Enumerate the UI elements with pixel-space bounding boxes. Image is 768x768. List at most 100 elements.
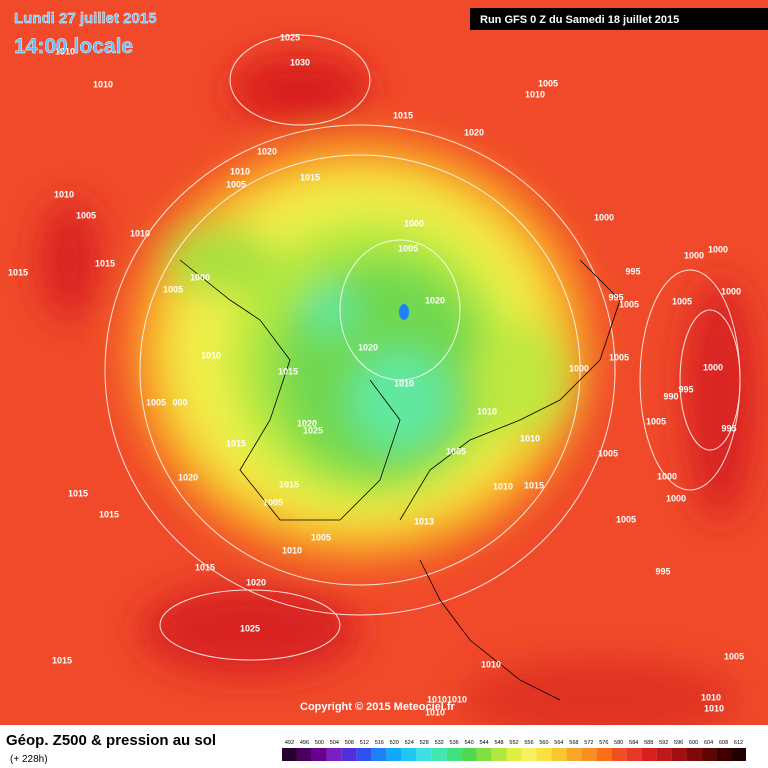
isobar-label: 995 <box>678 384 693 394</box>
isobar-label: 1010 <box>201 350 221 360</box>
isobar-label: 000 <box>172 397 187 407</box>
isobar-label: 1025 <box>303 425 323 435</box>
isobar-label: 1000 <box>684 250 704 260</box>
colorbar-label: 568 <box>569 740 578 746</box>
colorbar-swatch <box>416 748 432 761</box>
isobar-label: 995 <box>721 423 736 433</box>
colorbar-swatch <box>626 748 642 761</box>
isobar-label: 995 <box>608 292 623 302</box>
colorbar-swatch <box>641 748 657 761</box>
isobar-label: 1005 <box>724 651 744 661</box>
isobar-label: 1010 <box>481 659 501 669</box>
isobar-label: 1020 <box>425 295 445 305</box>
z500-field <box>0 0 768 740</box>
colorbar-swatch <box>506 748 522 761</box>
isobar-label: 1000 <box>594 212 614 222</box>
isobar-label: 1015 <box>8 267 28 277</box>
isobar-label-group: 1025 1030 1010 1010 1005 1010 1015 1020 1020 1010… <box>8 32 744 717</box>
colorbar-label: 572 <box>584 740 593 746</box>
isobar-label: 1000 <box>703 362 723 372</box>
colorbar-label: 524 <box>405 740 414 746</box>
isobar-label: 1015 <box>68 488 88 498</box>
isobar-label: 1015 <box>195 562 215 572</box>
isobar-label: 1005 <box>609 352 629 362</box>
colorbar-label: 592 <box>659 740 668 746</box>
colorbar-swatch <box>446 748 462 761</box>
colorbar-label: 556 <box>524 740 533 746</box>
colorbar-label: 608 <box>719 740 728 746</box>
colorbar-swatch <box>356 748 372 761</box>
colorbar-swatch <box>656 748 672 761</box>
isobar-label: 1005 <box>226 179 246 189</box>
isobar-label: 1005 <box>616 514 636 524</box>
colorbar-label: 552 <box>509 740 518 746</box>
isobar-label: 1010 <box>427 694 447 704</box>
colorbar-label: 520 <box>390 740 399 746</box>
colorbar-swatch <box>401 748 417 761</box>
isobar-label: 1005 <box>538 78 558 88</box>
colorbar-swatch <box>701 748 717 761</box>
isobar-label: 1010 <box>54 189 74 199</box>
isobar-label: 1015 <box>226 438 246 448</box>
colorbar-label: 532 <box>435 740 444 746</box>
colorbar-swatch <box>491 748 507 761</box>
colorbar: 492 496 500 504 508 512 516 520 524 528 532 536 540 5… <box>282 740 746 761</box>
isobar-label: 1015 <box>278 366 298 376</box>
isobar-label: 1005 <box>446 446 466 456</box>
isobar-label: 1025 <box>240 623 260 633</box>
isobar-label: 995 <box>655 566 670 576</box>
colorbar-swatch <box>431 748 447 761</box>
isobar-label: 1010 <box>230 166 250 176</box>
isobars <box>104 34 741 661</box>
colorbar-label: 496 <box>300 740 309 746</box>
isobar-label: 1020 <box>178 472 198 482</box>
isobar-label: 1005 <box>311 532 331 542</box>
colorbar-swatch <box>566 748 582 761</box>
isobar-label: 1010 <box>701 692 721 702</box>
colorbar-label: 600 <box>689 740 698 746</box>
colorbar-label: 588 <box>644 740 653 746</box>
colorbar-swatch <box>716 748 732 761</box>
colorbar-label: 540 <box>465 740 474 746</box>
isobar-label: 1000 <box>190 272 210 282</box>
colorbar-swatch <box>521 748 537 761</box>
isobar-label: 1020 <box>297 418 317 428</box>
colorbar-label: 580 <box>614 740 623 746</box>
isobar-label: 1010 <box>477 406 497 416</box>
colorbar-swatch <box>371 748 387 761</box>
footer-subtitle: (+ 228h) <box>10 754 48 765</box>
isobar-label: 1010 <box>55 46 75 56</box>
colorbar-swatch <box>581 748 597 761</box>
isobar-label: 1010 <box>394 378 414 388</box>
colorbar-label: 564 <box>554 740 563 746</box>
footer-title: Géop. Z500 & pression au sol <box>6 732 216 749</box>
isobar-label: 1005 <box>398 243 418 253</box>
isobar-label: 1005 <box>672 296 692 306</box>
isobar-label: 1010 <box>520 433 540 443</box>
colorbar-label: 536 <box>450 740 459 746</box>
colorbar-label: 508 <box>345 740 354 746</box>
isobar-label: 1010 <box>493 481 513 491</box>
colorbar-label: 612 <box>734 740 743 746</box>
colorbar-swatch <box>386 748 402 761</box>
isobar-label: 1005 <box>263 497 283 507</box>
colorbar-swatch <box>686 748 702 761</box>
isobar-label: 1000 <box>657 471 677 481</box>
colorbar-label: 576 <box>599 740 608 746</box>
colorbar-swatch <box>596 748 612 761</box>
colorbar-swatch <box>551 748 567 761</box>
colorbar-label: 596 <box>674 740 683 746</box>
isobar-label: 1005 <box>619 299 639 309</box>
isobar-label: 1000 <box>404 218 424 228</box>
time: 14:00 locale <box>14 35 133 58</box>
isobar-label: 1000 <box>721 286 741 296</box>
isobar-label: 1015 <box>300 172 320 182</box>
isobar-label: 1030 <box>290 57 310 67</box>
isobar-label: 1015 <box>99 509 119 519</box>
isobar-label: 1015 <box>279 479 299 489</box>
colorbar-label: 560 <box>539 740 548 746</box>
low-core <box>399 304 409 320</box>
isobar-label: 1010 <box>425 707 445 717</box>
colorbar-label: 512 <box>360 740 369 746</box>
